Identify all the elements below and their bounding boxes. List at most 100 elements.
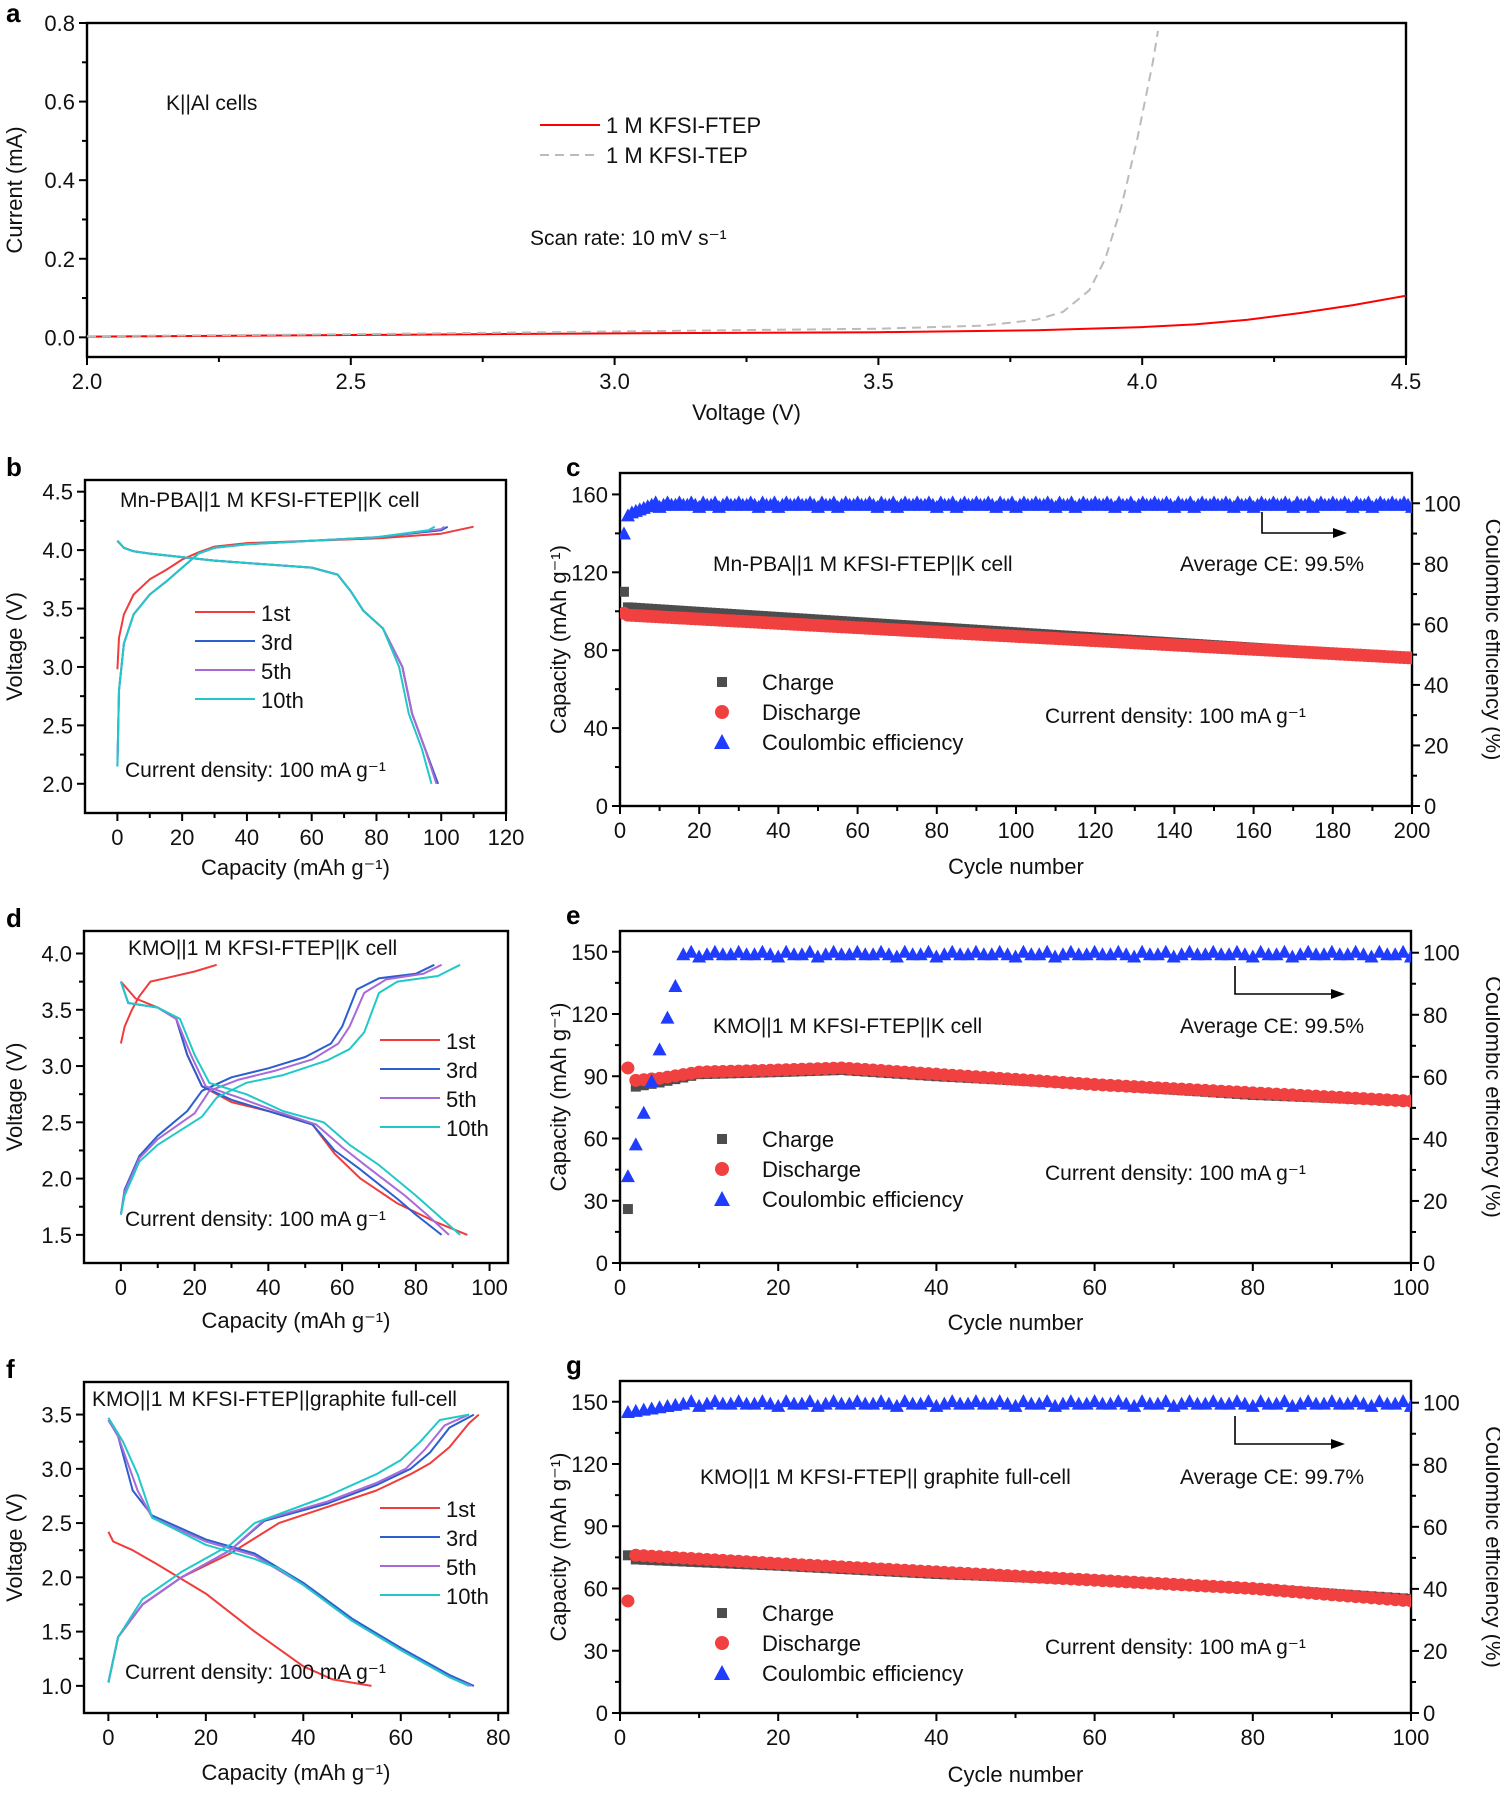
ce-point <box>620 1169 635 1183</box>
ce-point <box>652 1042 667 1056</box>
legend-label: Discharge <box>762 1631 861 1656</box>
ce-point <box>921 944 936 958</box>
x-axis-label: Voltage (V) <box>692 400 801 425</box>
data-layer <box>119 963 468 1236</box>
y-tick-label: 0.8 <box>44 11 75 36</box>
ce-point <box>1135 944 1150 958</box>
arrow-head-icon <box>1333 528 1347 538</box>
x-tick-label: 60 <box>389 1725 413 1750</box>
ce-point <box>1348 1394 1363 1408</box>
panel-f: f 0 20 40 60 80 1.0 1.5 2.0 2.5 3.0 3.5 Capacity (mA… <box>2 1354 510 1785</box>
x-tick-label: 100 <box>423 825 460 850</box>
y-tick-label: 0.2 <box>44 247 75 272</box>
ce-point <box>1364 1398 1379 1412</box>
x-tick-label: 60 <box>845 818 869 843</box>
y2-axis-label: Coulombic efficiency (%) <box>1481 519 1500 761</box>
x-tick-label: 60 <box>299 825 323 850</box>
y-tick-label: 60 <box>584 1577 608 1602</box>
discharge-point <box>621 1061 635 1075</box>
x-tick-label: 120 <box>1077 818 1114 843</box>
annotation: Average CE: 99.5% <box>1180 553 1364 576</box>
legend-marker-ce <box>714 1191 730 1206</box>
series-1st-discharge-curve <box>107 1531 372 1687</box>
x-tick-label: 60 <box>1082 1275 1106 1300</box>
ce-point <box>1016 944 1031 958</box>
y-axis-label: Capacity (mAh g⁻¹) <box>546 1003 571 1192</box>
legend-label: 3rd <box>446 1526 478 1551</box>
ce-point <box>731 944 746 958</box>
y-tick-label: 1.0 <box>41 1674 72 1699</box>
y-tick-label: 0.0 <box>44 325 75 350</box>
annotation: KMO||1 M KFSI-FTEP||K cell <box>128 937 397 960</box>
y-tick-label: 0 <box>596 1701 608 1726</box>
ce-point <box>1229 1394 1244 1408</box>
legend-label: Coulombic efficiency <box>762 730 963 755</box>
ce-point <box>1396 1394 1411 1408</box>
annotation: Current density: 100 mA g⁻¹ <box>125 759 386 782</box>
legend-marker-charge <box>717 1134 727 1144</box>
x-tick-label: 40 <box>924 1725 948 1750</box>
x-tick-label: 2.0 <box>72 369 103 394</box>
x-tick-label: 120 <box>488 825 525 850</box>
x-tick-label: 20 <box>170 825 194 850</box>
y2-axis-label: Coulombic efficiency (%) <box>1481 1426 1500 1668</box>
y-tick-label: 30 <box>584 1639 608 1664</box>
x-tick-label: 60 <box>1082 1725 1106 1750</box>
ce-point <box>1119 1396 1134 1410</box>
ce-point <box>1135 1394 1150 1408</box>
ce-point <box>1253 1394 1268 1408</box>
y-tick-label: 0.6 <box>44 90 75 115</box>
x-axis-label: Cycle number <box>948 854 1084 879</box>
ce-point <box>1277 1394 1292 1408</box>
x-axis-label: Capacity (mAh g⁻¹) <box>202 1308 391 1333</box>
series-10th-charge-curve <box>116 525 436 767</box>
y-tick-label: 3.5 <box>42 597 73 622</box>
annotation: Scan rate: 10 mV s⁻¹ <box>530 227 727 250</box>
ce-point <box>1000 947 1015 961</box>
ce-point <box>1348 944 1363 958</box>
annotation: K||Al cells <box>166 92 257 115</box>
series-5th-discharge-curve <box>107 1419 472 1687</box>
ce-point <box>968 944 983 958</box>
ce-point <box>897 1394 912 1408</box>
x-tick-label: 2.5 <box>336 369 367 394</box>
ce-point <box>1119 947 1134 961</box>
panel-d: d 0 20 40 60 80 100 1.5 2.0 2.5 3.0 3.5 4.0 Capacity … <box>2 903 510 1333</box>
data-layer <box>87 30 1406 338</box>
panel-letter-a: a <box>6 0 21 28</box>
y2-tick-label: 60 <box>1424 612 1448 637</box>
panel-letter-g: g <box>566 1350 582 1380</box>
arrow-head-icon <box>1331 1439 1345 1449</box>
ce-point <box>1301 1394 1316 1408</box>
ce-point <box>1040 1394 1055 1408</box>
ce-point <box>1127 949 1142 963</box>
y-tick-label: 90 <box>584 1064 608 1089</box>
data-layer <box>620 944 1411 1215</box>
ce-point <box>1008 949 1023 963</box>
x-tick-label: 80 <box>925 818 949 843</box>
y-axis-label: Voltage (V) <box>2 1493 27 1602</box>
ce-point <box>660 1010 675 1024</box>
ce-point <box>874 944 889 958</box>
y2-tick-label: 20 <box>1423 1189 1447 1214</box>
ce-point <box>1111 944 1126 958</box>
x-tick-label: 3.0 <box>599 369 630 394</box>
x-axis-label: Cycle number <box>948 1762 1084 1787</box>
ce-point <box>1087 1394 1102 1408</box>
ce-point <box>1372 944 1387 958</box>
y2-tick-label: 100 <box>1423 1391 1460 1416</box>
right-axis-arrow <box>1234 966 1335 995</box>
legend-label: Coulombic efficiency <box>762 1661 963 1686</box>
series-1st-charge-curve <box>119 963 217 1044</box>
legend-label: Discharge <box>762 1157 861 1182</box>
y2-tick-label: 20 <box>1423 1639 1447 1664</box>
legend-label: 10th <box>446 1584 489 1609</box>
annotation: Average CE: 99.5% <box>1180 1015 1364 1038</box>
y-tick-label: 3.5 <box>41 998 72 1023</box>
x-tick-label: 4.5 <box>1391 369 1422 394</box>
x-tick-label: 0 <box>614 1275 626 1300</box>
ce-point <box>1237 947 1252 961</box>
annotation: Average CE: 99.7% <box>1180 1466 1364 1489</box>
series-10th-discharge-curve <box>116 540 433 785</box>
y-axis-label: Current (mA) <box>2 126 27 253</box>
